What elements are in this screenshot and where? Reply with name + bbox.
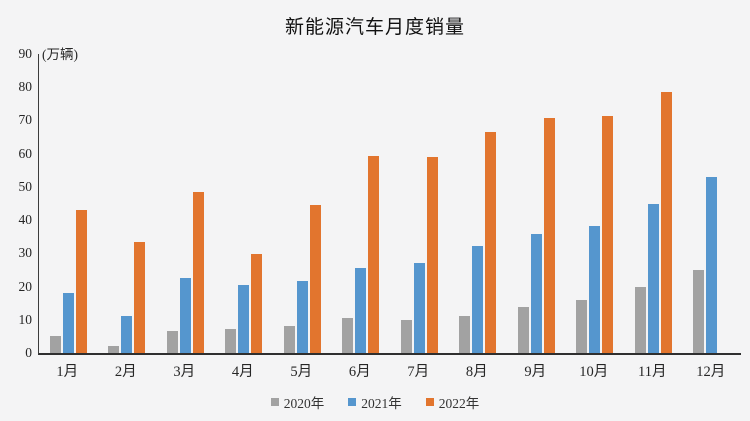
legend-item: 2021年 xyxy=(348,392,402,412)
x-axis-label: 3月 xyxy=(173,364,196,380)
bar xyxy=(543,117,555,353)
bar xyxy=(530,234,542,353)
bar xyxy=(49,336,61,353)
bar xyxy=(517,306,529,353)
legend-item: 2022年 xyxy=(425,392,480,412)
bar xyxy=(238,284,250,353)
bar xyxy=(342,318,354,353)
legend-swatch-icon xyxy=(425,398,434,406)
x-axis-label: 8月 xyxy=(465,364,488,380)
y-tick-label: 60 xyxy=(18,145,33,161)
bar xyxy=(413,262,425,353)
legend-label: 2022年 xyxy=(438,396,480,411)
bar-group xyxy=(215,54,274,353)
bar xyxy=(192,192,204,353)
bar xyxy=(693,269,705,353)
legend-swatch-icon xyxy=(348,398,357,406)
bar xyxy=(472,246,484,353)
y-axis-unit-label: (万辆) xyxy=(42,47,78,62)
bar xyxy=(706,176,718,353)
x-axis-label: 1月 xyxy=(56,364,79,380)
bar xyxy=(589,225,601,353)
bar xyxy=(134,242,146,353)
bar xyxy=(296,280,308,353)
x-axis-label: 4月 xyxy=(231,364,254,380)
bar-group xyxy=(332,54,391,353)
y-tick-label: 0 xyxy=(25,345,32,360)
legend-item: 2020年 xyxy=(270,392,325,412)
bar xyxy=(355,267,367,353)
bar xyxy=(400,320,412,353)
x-axis-label: 10月 xyxy=(579,364,609,380)
x-axis-label: 7月 xyxy=(407,364,430,380)
x-axis-label: 12月 xyxy=(696,364,726,380)
x-axis-label: 5月 xyxy=(290,364,313,380)
x-axis-label: 6月 xyxy=(348,364,371,380)
bar xyxy=(179,278,191,353)
legend-label: 2021年 xyxy=(361,396,402,411)
plot-area xyxy=(38,54,741,355)
y-tick-label: 40 xyxy=(18,212,33,228)
bar xyxy=(634,286,646,353)
bar xyxy=(602,116,614,353)
bar xyxy=(108,346,120,353)
bar xyxy=(225,329,237,353)
bar-group xyxy=(390,54,449,353)
bar xyxy=(485,132,497,353)
bar xyxy=(576,299,588,353)
bar xyxy=(647,203,659,353)
bar xyxy=(309,204,321,353)
x-axis-label: 2月 xyxy=(114,364,137,380)
y-tick-label: 80 xyxy=(18,79,33,95)
chart-title: 新能源汽车月度销量 xyxy=(284,17,465,38)
bar xyxy=(121,316,133,353)
legend-label: 2020年 xyxy=(283,396,325,411)
y-tick-label: 70 xyxy=(18,112,33,128)
bar xyxy=(75,210,87,353)
bar-group xyxy=(39,54,98,353)
bar-group xyxy=(98,54,157,353)
bar xyxy=(251,254,263,353)
bar-group xyxy=(156,54,215,353)
y-tick-label: 20 xyxy=(18,278,33,294)
bar xyxy=(459,316,471,353)
bar xyxy=(283,325,295,353)
bar xyxy=(368,156,380,353)
y-tick-label: 90 xyxy=(18,46,33,61)
bar-group xyxy=(449,54,508,353)
x-axis-label: 9月 xyxy=(524,364,547,380)
y-tick-label: 10 xyxy=(18,311,33,327)
x-axis-label: 11月 xyxy=(638,364,667,380)
bar xyxy=(660,92,672,353)
bar-group xyxy=(624,54,683,353)
y-tick-label: 50 xyxy=(18,178,33,194)
bar xyxy=(62,293,74,353)
bar xyxy=(426,157,438,353)
bar xyxy=(166,331,178,353)
bar-group xyxy=(566,54,625,353)
legend-swatch-icon xyxy=(270,398,279,406)
y-tick-label: 30 xyxy=(18,245,33,261)
bar-group xyxy=(683,54,742,353)
bar-group xyxy=(273,54,332,353)
legend: 2020年 2021年 2022年 xyxy=(0,392,750,412)
bar-group xyxy=(507,54,566,353)
